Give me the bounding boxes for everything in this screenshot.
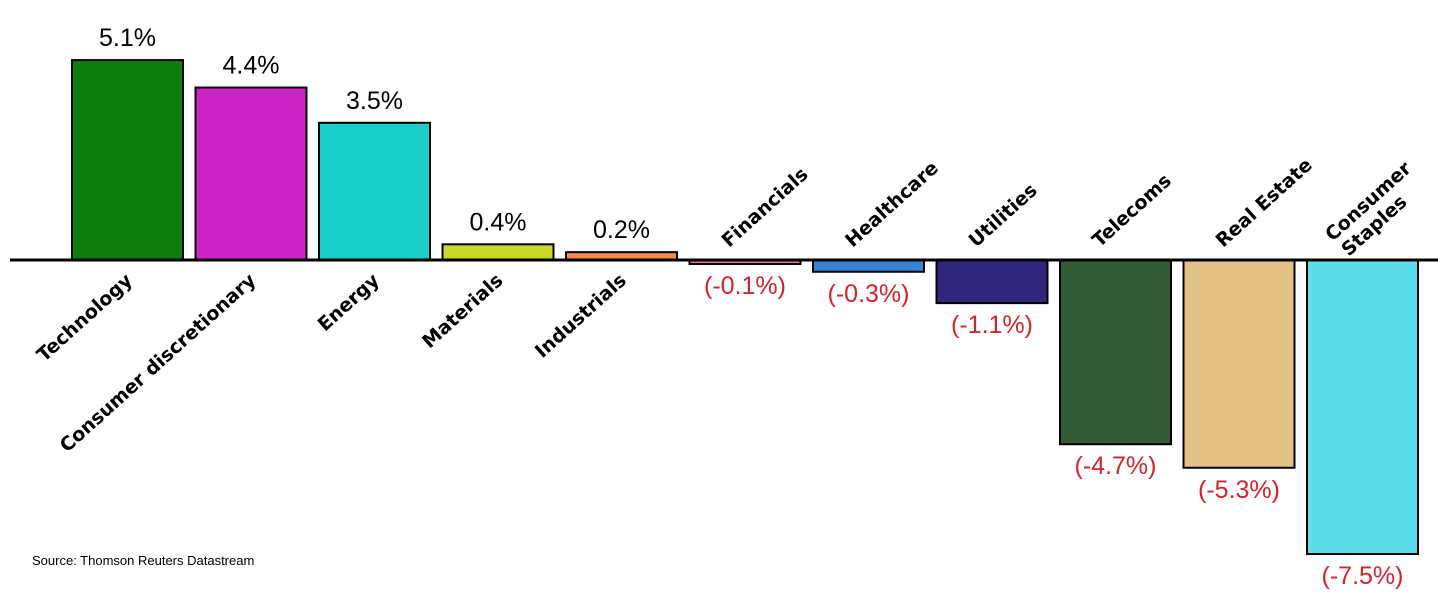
bars-group (71, 59, 1419, 555)
bar-energy (318, 121, 431, 261)
category-label-consumer-discretionary: Consumer discretionary (56, 269, 261, 457)
bar-utilities (935, 259, 1049, 305)
category-label-utilities: Utilities (965, 179, 1042, 251)
value-label-utilities: (-1.1%) (951, 311, 1033, 339)
value-label-energy: 3.5% (346, 87, 403, 115)
bar-telecoms (1059, 259, 1172, 446)
value-label-consumer-staples: (-7.5%) (1322, 562, 1404, 590)
value-label-materials: 0.4% (470, 208, 527, 236)
category-label-technology: Technology (33, 269, 138, 366)
value-label-financials: (-0.1%) (704, 272, 786, 300)
bar-materials (441, 243, 555, 262)
category-label-real-estate: Real Estate (1212, 154, 1317, 252)
bar-real-estate (1182, 259, 1296, 469)
category-label-energy: Energy (314, 269, 385, 336)
bar-consumer-discretionary (194, 86, 308, 261)
category-label-consumer-staples: ConsumerStaples (1321, 157, 1431, 262)
category-label-telecoms: Telecoms (1088, 170, 1176, 252)
value-label-consumer-discretionary: 4.4% (223, 52, 280, 80)
bar-consumer-staples (1306, 259, 1419, 555)
category-label-financials: Financials (718, 163, 813, 251)
category-label-materials: Materials (418, 269, 507, 352)
value-label-industrials: 0.2% (593, 216, 650, 244)
value-label-healthcare: (-0.3%) (828, 280, 910, 308)
category-label-healthcare: Healthcare (841, 157, 943, 252)
bar-healthcare (812, 259, 925, 273)
value-label-telecoms: (-4.7%) (1075, 452, 1157, 480)
value-labels-group: 5.1% 4.4% 3.5% 0.4% 0.2% (-0.1%) (-0.3%) (-1.1%… (99, 24, 1403, 590)
source-note: Source: Thomson Reuters Datastream (32, 553, 254, 568)
bar-technology (71, 59, 184, 261)
value-label-real-estate: (-5.3%) (1198, 476, 1280, 504)
category-label-industrials: Industrials (531, 269, 631, 362)
value-label-technology: 5.1% (99, 24, 156, 52)
